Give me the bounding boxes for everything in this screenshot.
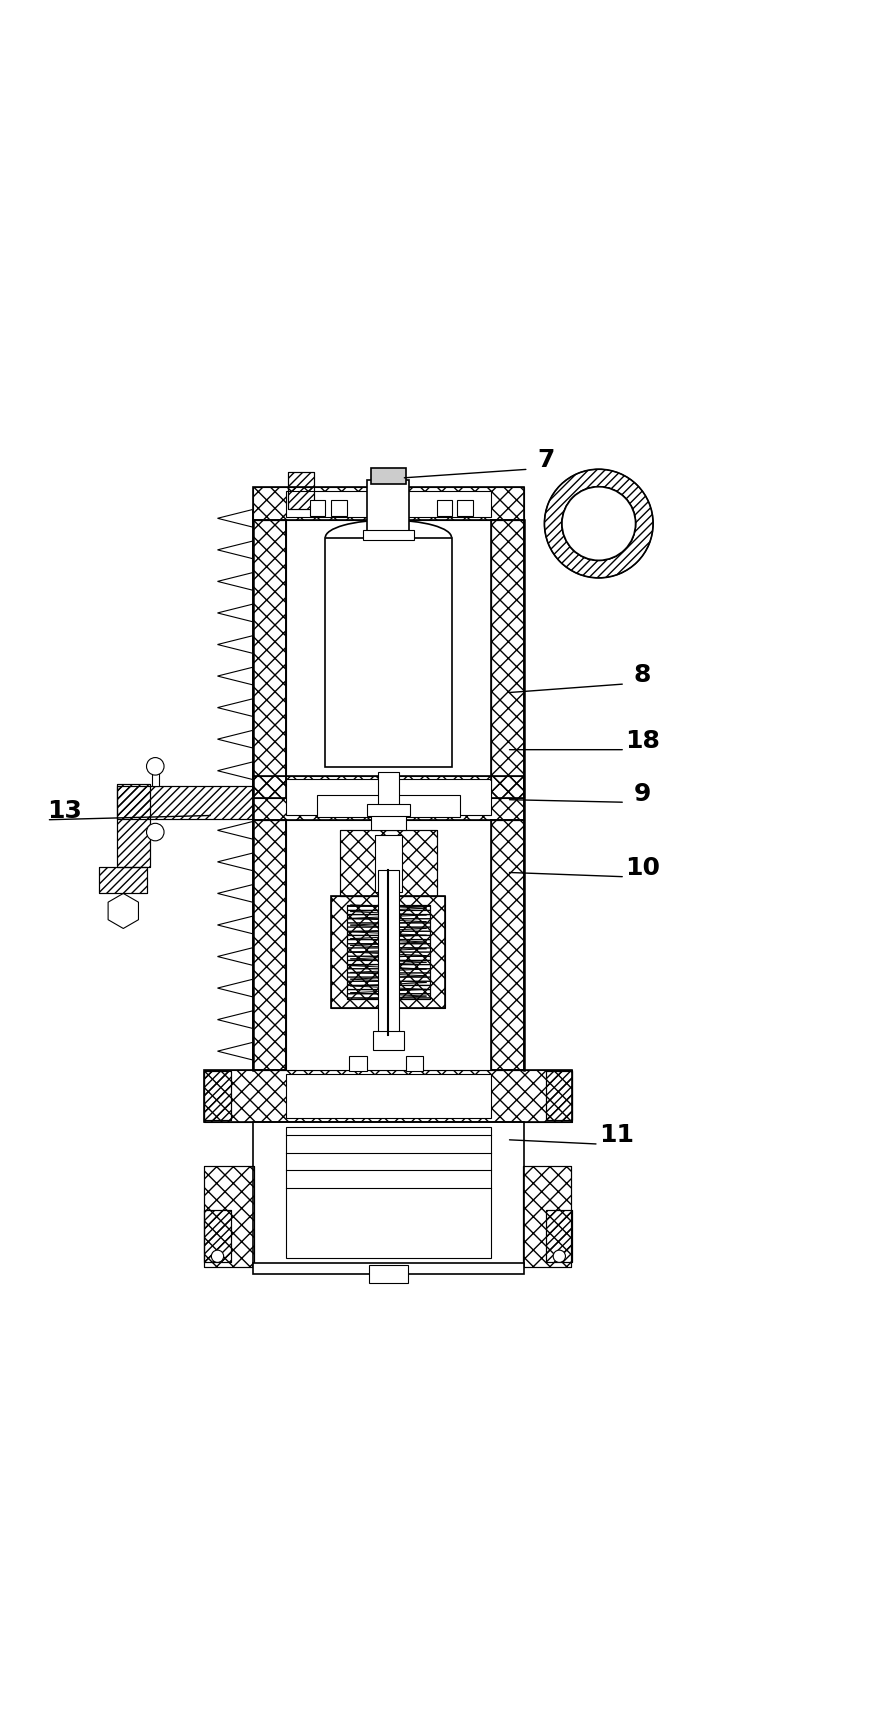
Polygon shape xyxy=(218,1042,252,1061)
Bar xyxy=(371,814,406,830)
Bar xyxy=(252,486,524,521)
Bar xyxy=(205,1069,572,1121)
Circle shape xyxy=(212,1250,224,1262)
Polygon shape xyxy=(218,885,252,903)
Polygon shape xyxy=(218,635,252,653)
Bar xyxy=(367,804,410,816)
Bar xyxy=(363,529,414,540)
Bar xyxy=(205,1165,254,1267)
Bar xyxy=(368,479,409,536)
Bar xyxy=(116,785,150,866)
Bar xyxy=(116,785,150,866)
Bar xyxy=(252,776,524,819)
Polygon shape xyxy=(218,542,252,559)
Bar xyxy=(340,830,437,896)
Text: 13: 13 xyxy=(47,799,81,823)
Bar xyxy=(286,521,491,781)
Bar xyxy=(252,521,286,799)
Bar xyxy=(437,500,452,516)
Bar xyxy=(99,866,147,894)
Bar xyxy=(252,819,286,1069)
Polygon shape xyxy=(218,1010,252,1028)
Polygon shape xyxy=(218,917,252,934)
Bar xyxy=(546,1210,572,1262)
Circle shape xyxy=(146,757,164,774)
Polygon shape xyxy=(218,731,252,748)
Bar xyxy=(205,1165,254,1267)
Bar xyxy=(491,521,524,799)
Bar xyxy=(286,819,491,1069)
Bar xyxy=(457,500,473,516)
Circle shape xyxy=(146,823,164,840)
Polygon shape xyxy=(218,667,252,684)
Bar xyxy=(252,521,286,799)
Bar xyxy=(372,1031,404,1050)
Bar xyxy=(252,1121,524,1267)
Text: 9: 9 xyxy=(634,781,651,806)
Bar xyxy=(286,491,491,517)
Bar xyxy=(325,538,452,767)
Bar xyxy=(252,1264,524,1274)
Circle shape xyxy=(553,1250,565,1262)
Bar xyxy=(375,835,401,892)
Bar xyxy=(546,1071,572,1120)
Bar xyxy=(491,819,524,1069)
Bar xyxy=(491,521,524,799)
Bar xyxy=(116,786,252,819)
Text: 11: 11 xyxy=(599,1123,634,1147)
Bar xyxy=(546,1071,572,1120)
Bar xyxy=(546,1210,572,1262)
Bar xyxy=(286,779,491,816)
Polygon shape xyxy=(218,762,252,779)
Text: 10: 10 xyxy=(625,856,660,880)
Bar xyxy=(116,786,252,819)
Polygon shape xyxy=(218,948,252,965)
Bar xyxy=(522,1165,571,1267)
Bar xyxy=(332,896,445,1009)
Bar xyxy=(310,500,325,516)
Polygon shape xyxy=(218,604,252,621)
Bar xyxy=(377,771,399,825)
Polygon shape xyxy=(218,700,252,717)
Text: 18: 18 xyxy=(625,729,660,753)
Bar xyxy=(205,1071,231,1120)
Bar xyxy=(205,1210,231,1262)
Text: 8: 8 xyxy=(634,663,651,687)
Polygon shape xyxy=(218,979,252,996)
Bar xyxy=(406,1055,423,1071)
Bar xyxy=(205,1069,572,1121)
Bar xyxy=(252,776,524,819)
Bar xyxy=(371,469,406,484)
Polygon shape xyxy=(218,852,252,871)
Polygon shape xyxy=(218,510,252,528)
Bar xyxy=(522,1165,571,1267)
Text: 7: 7 xyxy=(537,448,555,472)
Circle shape xyxy=(562,486,636,561)
Polygon shape xyxy=(218,821,252,838)
Bar xyxy=(205,1210,231,1262)
Bar xyxy=(317,795,460,818)
Bar xyxy=(252,486,524,521)
Bar xyxy=(349,1055,367,1071)
Bar xyxy=(286,1127,491,1259)
Bar xyxy=(348,904,430,1000)
Bar xyxy=(340,830,437,896)
Bar xyxy=(286,1075,491,1118)
Bar xyxy=(205,1071,231,1120)
Bar xyxy=(377,870,399,1035)
Polygon shape xyxy=(218,573,252,590)
Bar xyxy=(252,819,286,1069)
Bar xyxy=(332,500,348,516)
Bar xyxy=(370,1266,407,1283)
Bar xyxy=(99,866,147,894)
Bar xyxy=(152,767,159,786)
Bar xyxy=(332,896,445,1009)
Bar xyxy=(348,904,430,1000)
Bar xyxy=(288,472,314,509)
Bar xyxy=(288,472,314,509)
Bar xyxy=(491,819,524,1069)
